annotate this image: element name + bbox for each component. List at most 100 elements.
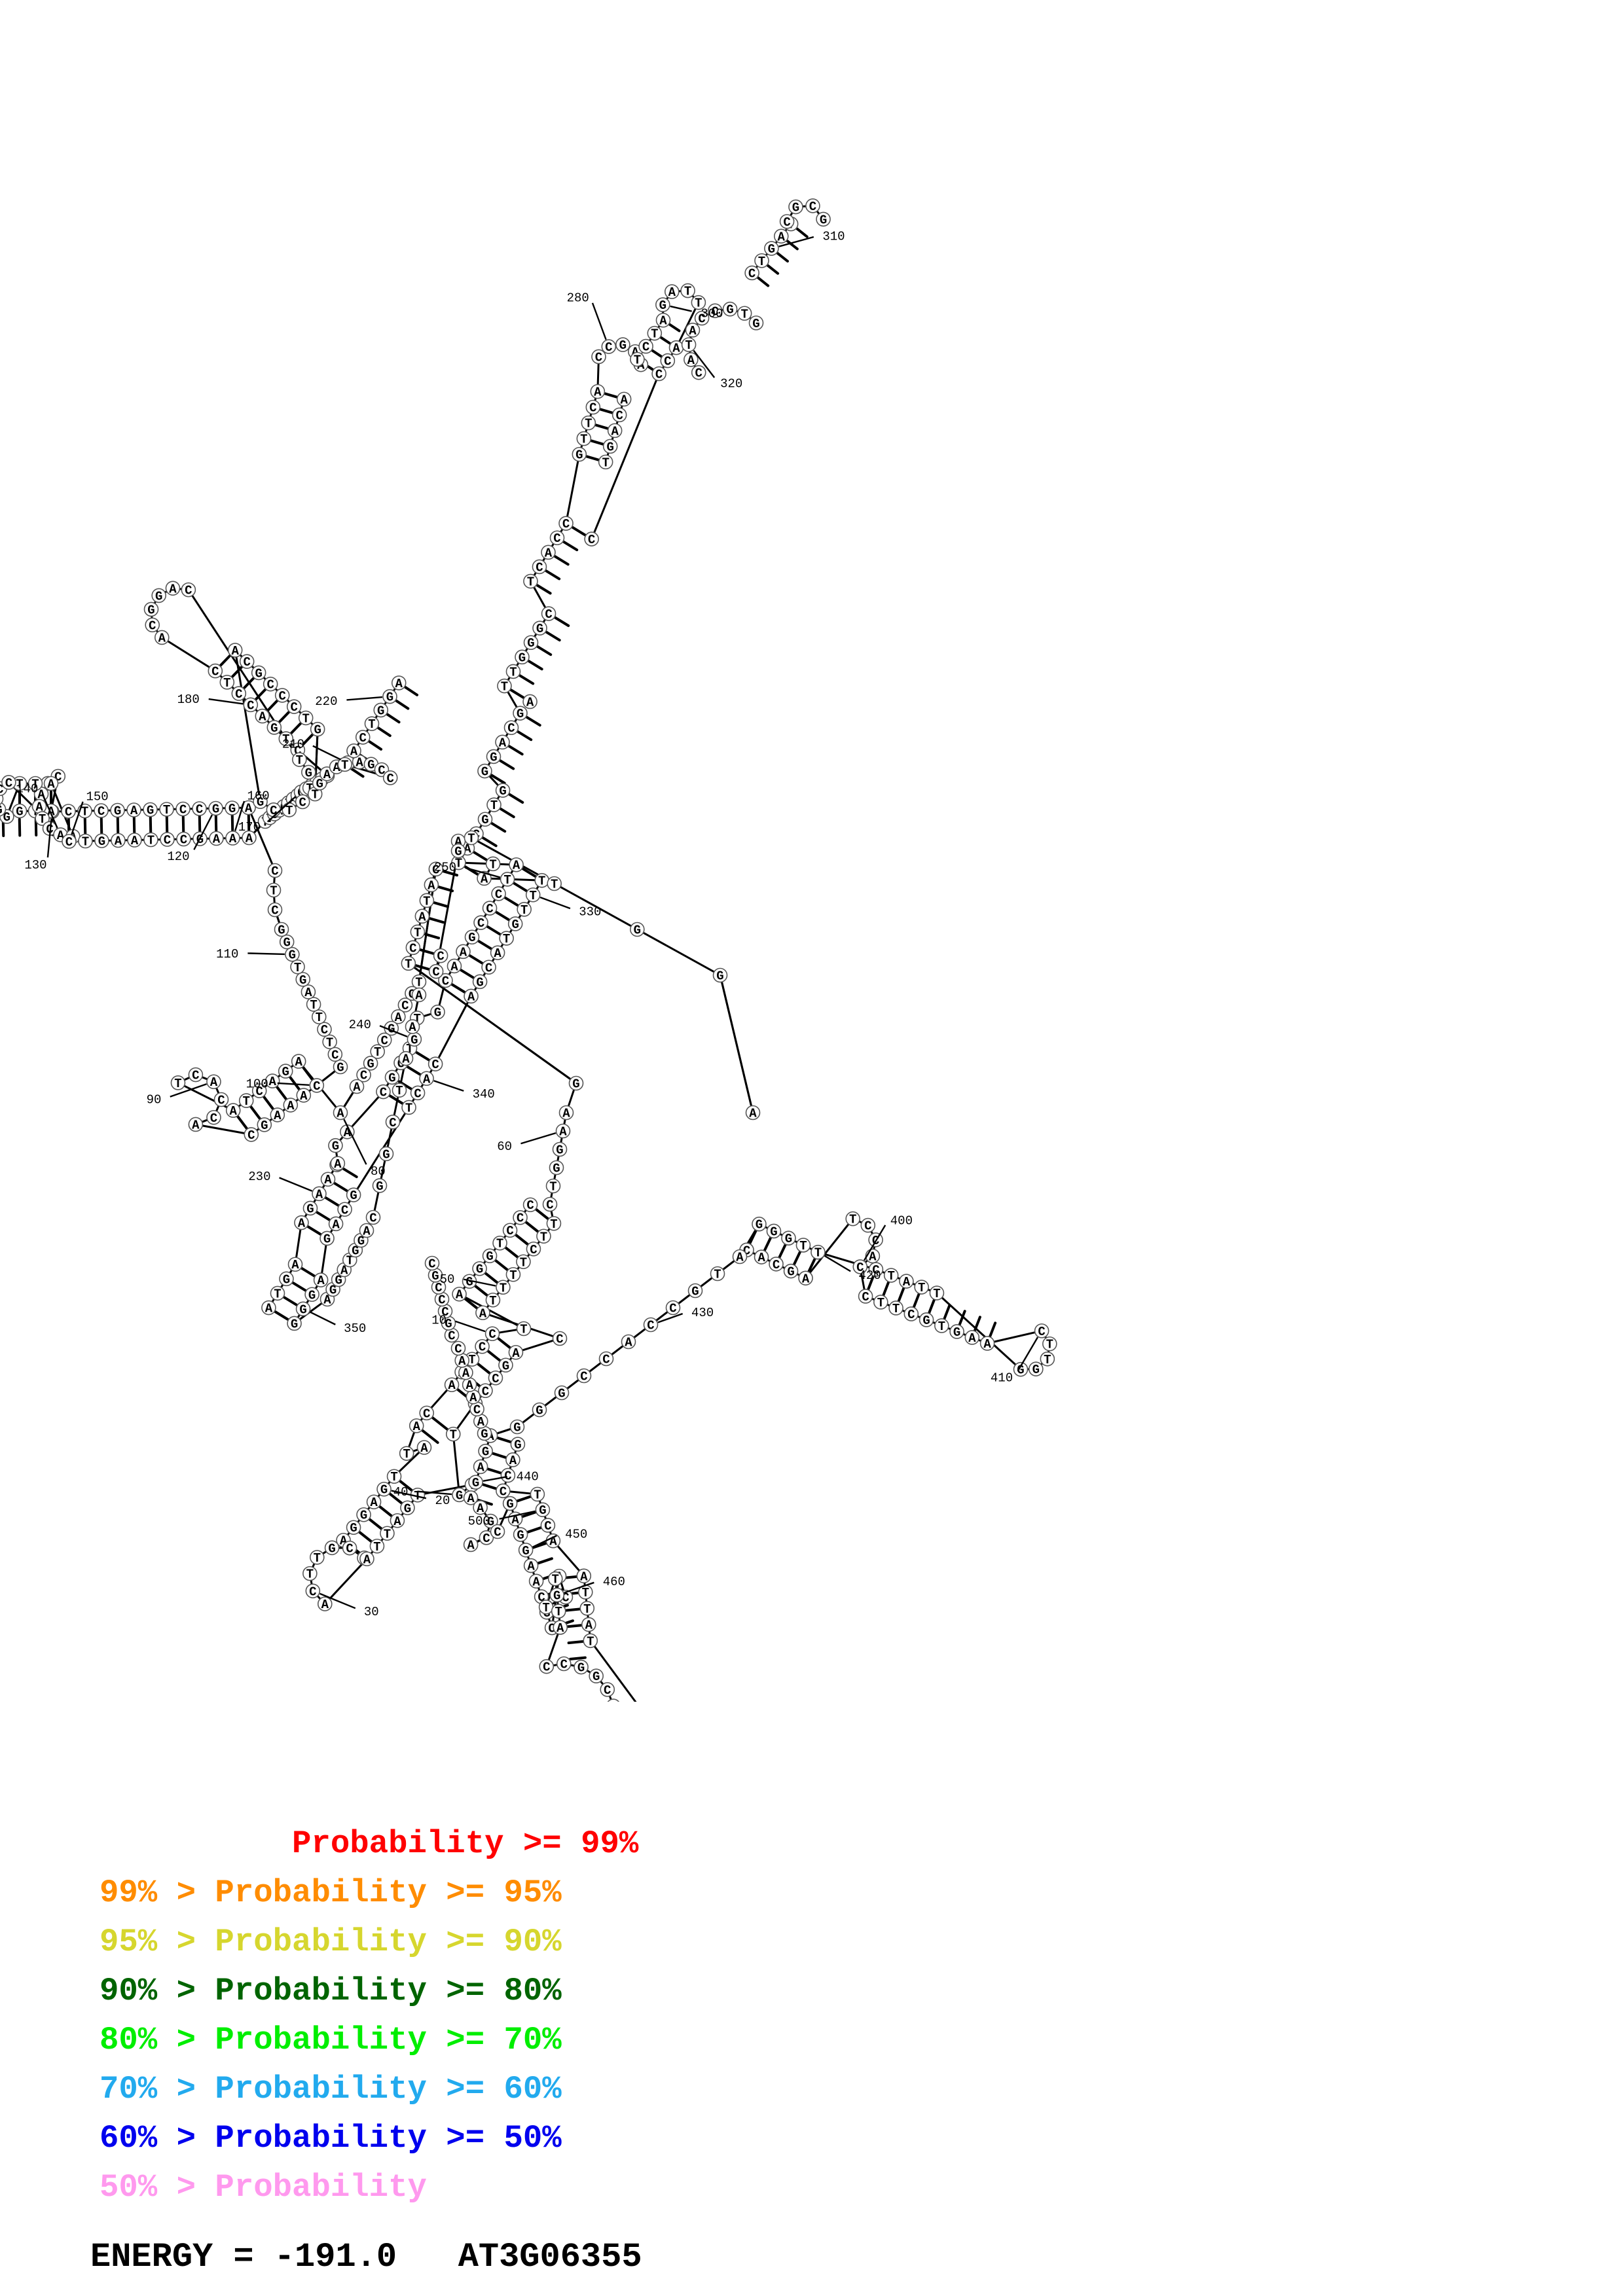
nucleotide-letter: G <box>468 931 475 945</box>
nucleotide-letter: G <box>306 1202 314 1216</box>
nucleotide-circle <box>681 337 697 352</box>
nucleotide-letter: G <box>155 589 162 603</box>
nucleotide-circle <box>327 1047 343 1062</box>
nucleotide-circle <box>324 1540 340 1556</box>
nucleotide-circle <box>655 297 670 312</box>
nucleotide-letter: C <box>485 961 492 975</box>
nucleotide-circle <box>745 1105 761 1121</box>
nucleotide-circle <box>428 861 444 877</box>
nucleotide-letter: T <box>147 834 155 848</box>
nucleotide-letter: C <box>488 1327 496 1342</box>
nucleotide-letter: A <box>115 834 122 849</box>
nucleotide-letter: G <box>536 1404 543 1418</box>
nucleotide-letter: A <box>462 1367 470 1381</box>
nucleotide-letter: C <box>441 1305 448 1319</box>
nucleotide-letter: G <box>487 1515 494 1530</box>
nucleotide-letter: A <box>477 1460 484 1475</box>
nucleotide-letter: A <box>298 1217 306 1231</box>
nucleotide-letter: C <box>164 833 171 848</box>
nucleotide-letter: C <box>545 607 552 622</box>
nucleotide-circle <box>868 1262 884 1277</box>
nucleotide-letter: A <box>672 342 680 356</box>
nucleotide-circle <box>481 960 496 975</box>
nucleotide-letter: A <box>469 1391 477 1405</box>
legend-row-95: 99% > Probability >= 95% <box>100 1874 562 1911</box>
nucleotide-letter: G <box>481 765 488 780</box>
nucleotide-circle <box>536 1229 551 1244</box>
nucleotide-circle <box>319 1230 335 1246</box>
nucleotide-letter: T <box>374 1045 381 1060</box>
position-label: 10 <box>431 1314 447 1328</box>
nucleotide-letter: T <box>550 1217 557 1232</box>
nucleotide-circle <box>346 1187 361 1202</box>
nucleotide-letter: A <box>559 1125 567 1139</box>
nucleotide-circle <box>600 1682 615 1697</box>
nucleotide-letter: C <box>773 1258 780 1272</box>
nucleotide-letter: C <box>605 340 612 355</box>
nucleotide-letter: C <box>530 1243 537 1257</box>
nucleotide-circle <box>305 1583 321 1599</box>
nucleotide-circle <box>773 228 789 244</box>
nucleotide-letter: A <box>778 230 786 244</box>
nucleotide-letter: G <box>16 805 23 819</box>
nucleotide-letter: A <box>245 802 253 816</box>
nucleotide-letter: A <box>527 1560 535 1574</box>
position-label: 320 <box>720 377 742 391</box>
nucleotide-circle <box>473 915 488 930</box>
nucleotide-circle <box>712 967 728 983</box>
nucleotide-letter: C <box>698 312 705 327</box>
nucleotide-circle <box>464 830 479 846</box>
nucleotide-circle <box>707 303 723 319</box>
nucleotide-circle <box>208 663 223 679</box>
nucleotide-circle <box>547 1571 563 1587</box>
nucleotide-circle <box>553 1620 568 1635</box>
nucleotide-letter: G <box>536 622 543 636</box>
nucleotide-circle <box>452 1286 467 1302</box>
nucleotide-circle <box>287 1316 302 1331</box>
nucleotide-letter: A <box>499 736 507 750</box>
nucleotide-circle <box>127 833 142 848</box>
nucleotide-circle <box>225 800 240 816</box>
nucleotide-letter: G <box>255 666 262 681</box>
nucleotide-letter: C <box>536 560 543 575</box>
nucleotide-letter: G <box>335 1274 342 1288</box>
nucleotide-circle <box>585 399 601 415</box>
nucleotide-letter: T <box>16 778 23 792</box>
nucleotide-circle <box>754 1249 769 1265</box>
nucleotide-circle <box>858 1289 873 1304</box>
nucleotide-letter: C <box>748 266 756 281</box>
nucleotide-letter: G <box>350 1521 357 1535</box>
nucleotide-letter: T <box>585 417 592 431</box>
nucleotide-circle <box>517 902 532 917</box>
nucleotide-letter: T <box>503 932 510 946</box>
nucleotide-letter: A <box>477 1415 485 1429</box>
nucleotide-letter: T <box>520 1323 527 1337</box>
nucleotide-letter: G <box>388 1071 395 1085</box>
nucleotide-letter: A <box>659 314 667 329</box>
nucleotide-letter: T <box>414 1012 421 1026</box>
nucleotide-circle <box>416 1440 432 1455</box>
nucleotide-circle <box>376 1032 392 1048</box>
nucleotide-letter: G <box>350 1189 357 1203</box>
position-label: 130 <box>24 858 46 872</box>
nucleotide-letter: A <box>402 1052 410 1067</box>
nucleotide-circle <box>502 1496 518 1511</box>
nucleotide-circle <box>291 1054 306 1069</box>
nucleotide-circle <box>602 439 618 454</box>
nucleotide-letter: T <box>520 903 528 918</box>
nucleotide-letter: C <box>278 689 285 704</box>
nucleotide-letter: T <box>174 1077 181 1091</box>
nucleotide-circle <box>783 1263 799 1279</box>
nucleotide-circle <box>346 743 361 759</box>
nucleotide-circle <box>279 1271 294 1287</box>
nucleotide-circle <box>1040 1352 1055 1367</box>
position-leader-line <box>693 350 716 378</box>
nucleotide-letter: A <box>332 1217 340 1232</box>
nucleotide-circle <box>301 984 316 999</box>
position-leader-line <box>279 1177 313 1192</box>
nucleotide-letter: A <box>545 546 553 560</box>
nucleotide-circle <box>523 1558 539 1573</box>
nucleotide-letter: G <box>726 303 733 317</box>
nucleotide-letter: A <box>556 1621 564 1636</box>
nucleotide-letter: A <box>295 1055 302 1069</box>
